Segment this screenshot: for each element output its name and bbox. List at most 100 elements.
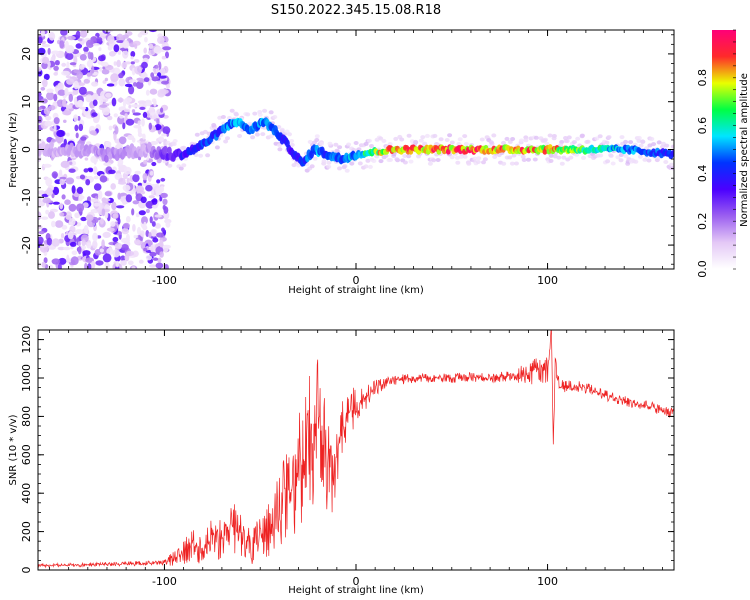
snr-y-axis-label: SNR (10 * v/v) xyxy=(8,414,19,485)
heatmap-cell xyxy=(82,202,89,209)
heatmap-cell xyxy=(62,98,67,108)
heatmap-cell xyxy=(116,59,121,68)
heatmap-cell xyxy=(52,186,60,196)
heatmap-cell xyxy=(66,132,70,137)
heatmap-cell xyxy=(245,112,251,117)
heatmap-cell xyxy=(99,248,105,253)
snr-panel: -100 0 100 0 200 400 600 800 1000 1200 Height of… xyxy=(8,326,675,596)
heatmap-cell xyxy=(314,134,320,139)
heatmap-cell xyxy=(117,192,121,200)
heatmap-cell xyxy=(116,33,124,43)
colorbar-gradient xyxy=(712,30,736,269)
heatmap-cell xyxy=(92,240,98,249)
heatmap-cell xyxy=(202,129,208,134)
heatmap-cell xyxy=(59,202,64,210)
heatmap-cell xyxy=(128,85,135,95)
y-tick-label: -20 xyxy=(20,236,33,254)
heatmap-cell xyxy=(162,46,172,51)
heatmap-cell xyxy=(559,161,565,166)
heatmap-cell xyxy=(69,62,77,66)
heatmap-cell xyxy=(57,89,66,96)
heatmap-cell xyxy=(113,113,119,118)
heatmap-cell xyxy=(151,229,157,237)
heatmap-cell xyxy=(326,164,332,169)
heatmap-cell xyxy=(98,47,102,52)
heatmap-cell xyxy=(131,208,135,216)
heatmap-cell xyxy=(93,202,100,207)
heatmap-cell xyxy=(618,158,624,163)
heatmap-cell xyxy=(76,71,84,80)
heatmap-cell xyxy=(509,161,515,166)
heatmap-cell xyxy=(559,140,565,144)
heatmap-cell xyxy=(118,72,124,79)
heatmap-cell xyxy=(145,89,150,96)
heatmap-cell xyxy=(139,106,146,110)
heatmap-cell xyxy=(101,68,110,75)
heatmap-cell xyxy=(66,61,70,70)
heatmap-cell xyxy=(456,142,462,146)
heatmap-cell xyxy=(92,99,98,107)
colorbar-label: Normalized spectral amplitude xyxy=(739,73,750,227)
heatmap-cell xyxy=(106,227,115,232)
heatmap-cell xyxy=(161,55,167,60)
heatmap-cell xyxy=(357,161,363,166)
heatmap-cell xyxy=(628,140,634,145)
heatmap-cell xyxy=(488,140,494,145)
heatmap-cell xyxy=(110,183,116,190)
heatmap-cell xyxy=(38,115,43,124)
heatmap-cell xyxy=(542,138,548,143)
heatmap-cell xyxy=(83,168,89,173)
heatmap-cell xyxy=(154,214,162,218)
heatmap-cell xyxy=(520,154,526,159)
colorbar-tick-label: 0.0 xyxy=(696,260,709,278)
heatmap-cell xyxy=(69,161,73,165)
heatmap-cell xyxy=(111,97,117,107)
heatmap-cell xyxy=(458,154,464,159)
heatmap-cell xyxy=(149,264,156,268)
heatmap-cell xyxy=(57,246,66,251)
heatmap-cell xyxy=(90,198,99,202)
heatmap-cell xyxy=(610,161,616,166)
heatmap-cell xyxy=(95,260,104,266)
heatmap-cell xyxy=(110,73,119,82)
heatmap-cell xyxy=(671,149,674,156)
heatmap-cell xyxy=(51,220,56,228)
heatmap-cell xyxy=(117,158,124,166)
heatmap-cell xyxy=(402,154,408,158)
heatmap-cell xyxy=(154,223,161,229)
heatmap-cell xyxy=(38,106,43,111)
heatmap-cell xyxy=(571,140,577,145)
snr-marks xyxy=(38,330,674,569)
heatmap-cell xyxy=(86,59,93,68)
heatmap-cell xyxy=(38,111,41,117)
heatmap-cell xyxy=(98,55,106,62)
heatmap-cell xyxy=(406,154,412,159)
heatmap-cell xyxy=(85,179,91,186)
heatmap-cell xyxy=(585,139,591,144)
heatmap-cell xyxy=(346,142,352,147)
heatmap-cell xyxy=(77,246,82,255)
heatmap-cell xyxy=(130,61,135,65)
heatmap-cell xyxy=(60,233,65,239)
heatmap-cell xyxy=(455,160,461,165)
heatmap-cell xyxy=(157,36,165,44)
heatmap-cell xyxy=(660,144,665,149)
heatmap-cell xyxy=(75,43,83,49)
heatmap-cell xyxy=(101,239,105,249)
heatmap-cell xyxy=(148,232,152,238)
y-tick-label: 20 xyxy=(20,47,33,61)
heatmap-cell xyxy=(151,161,157,167)
heatmap-cell xyxy=(56,129,65,138)
heatmap-cell xyxy=(74,149,80,158)
heatmap-cell xyxy=(48,211,55,219)
heatmap-cell xyxy=(156,179,161,184)
heatmap-cell xyxy=(214,145,220,150)
heatmap-cell xyxy=(125,216,131,223)
heatmap-cell xyxy=(670,144,674,149)
heatmap-cell xyxy=(604,140,610,145)
heatmap-cell xyxy=(108,51,116,57)
heatmap-cell xyxy=(149,170,154,176)
heatmap-cell xyxy=(229,108,235,113)
heatmap-cell xyxy=(157,257,162,263)
